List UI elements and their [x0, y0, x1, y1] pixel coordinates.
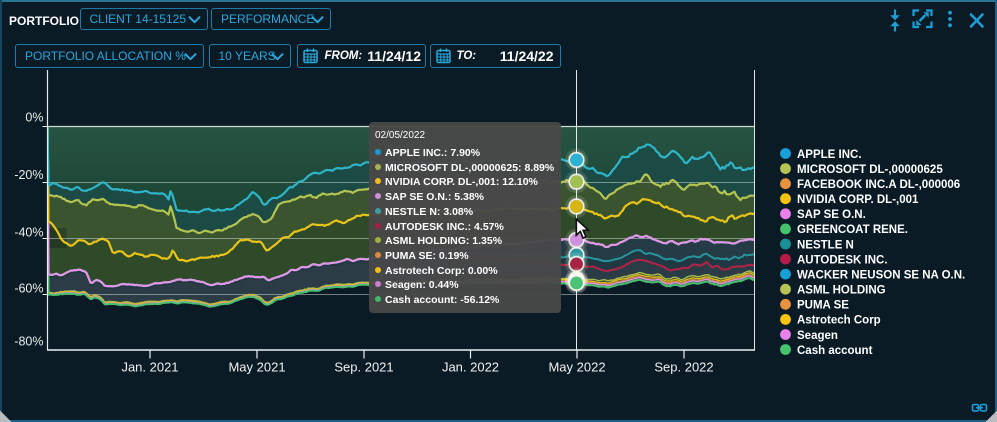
svg-text:Seagen: Seagen	[797, 330, 838, 342]
svg-text:Cash account: Cash account	[797, 345, 873, 357]
svg-text:May 2021: May 2021	[228, 360, 285, 375]
svg-text:Jan. 2021: Jan. 2021	[121, 360, 178, 375]
svg-text:FACEBOOK INC.A DL-,000006: FACEBOOK INC.A DL-,000006	[797, 179, 960, 191]
svg-text:-60%: -60%	[14, 282, 43, 296]
svg-text:-40%: -40%	[14, 226, 43, 240]
svg-text:Sep. 2022: Sep. 2022	[654, 360, 713, 375]
svg-text:NESTLE N: NESTLE N	[797, 239, 854, 251]
svg-text:WACKER NEUSON SE NA O.N.: WACKER NEUSON SE NA O.N.	[797, 269, 965, 281]
svg-text:AUTODESK INC.: AUTODESK INC.	[797, 254, 888, 266]
svg-text:GREENCOAT RENE.: GREENCOAT RENE.	[797, 224, 908, 236]
svg-text:May 2022: May 2022	[548, 360, 605, 375]
svg-text:PUMA SE: PUMA SE	[797, 300, 849, 312]
svg-text:NVIDIA CORP. DL-,001: NVIDIA CORP. DL-,001	[797, 194, 919, 206]
svg-text:Jan. 2022: Jan. 2022	[442, 360, 499, 375]
svg-text:ASML HOLDING: ASML HOLDING	[797, 285, 886, 297]
svg-text:-20%: -20%	[14, 168, 43, 182]
svg-text:Sep. 2021: Sep. 2021	[334, 360, 393, 375]
svg-text:-80%: -80%	[14, 335, 43, 349]
svg-text:Astrotech Corp: Astrotech Corp	[797, 315, 881, 327]
svg-text:MICROSOFT DL-,00000625: MICROSOFT DL-,00000625	[797, 164, 943, 176]
svg-text:SAP SE O.N.: SAP SE O.N.	[797, 209, 866, 221]
svg-text:APPLE INC.: APPLE INC.	[797, 149, 862, 161]
svg-text:0%: 0%	[25, 111, 43, 125]
